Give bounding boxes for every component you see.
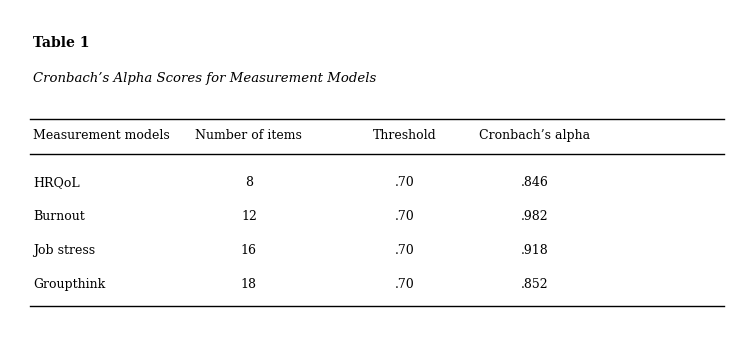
Text: .846: .846	[521, 176, 549, 189]
Text: .70: .70	[395, 176, 415, 189]
Text: .70: .70	[395, 278, 415, 291]
Text: .70: .70	[395, 244, 415, 257]
Text: Threshold: Threshold	[373, 129, 437, 142]
Text: .918: .918	[521, 244, 549, 257]
Text: Groupthink: Groupthink	[33, 278, 106, 291]
Text: HRQoL: HRQoL	[33, 176, 80, 189]
Text: 8: 8	[245, 176, 253, 189]
Text: Cronbach’s Alpha Scores for Measurement Models: Cronbach’s Alpha Scores for Measurement …	[33, 72, 377, 85]
Text: .852: .852	[521, 278, 549, 291]
Text: Job stress: Job stress	[33, 244, 96, 257]
Text: .70: .70	[395, 210, 415, 223]
Text: .982: .982	[521, 210, 549, 223]
Text: Number of items: Number of items	[195, 129, 302, 142]
Text: Burnout: Burnout	[33, 210, 85, 223]
Text: 18: 18	[241, 278, 257, 291]
Text: 16: 16	[241, 244, 257, 257]
Text: 12: 12	[241, 210, 257, 223]
Text: Measurement models: Measurement models	[33, 129, 170, 142]
Text: Cronbach’s alpha: Cronbach’s alpha	[479, 129, 591, 142]
Text: Table 1: Table 1	[33, 36, 90, 50]
